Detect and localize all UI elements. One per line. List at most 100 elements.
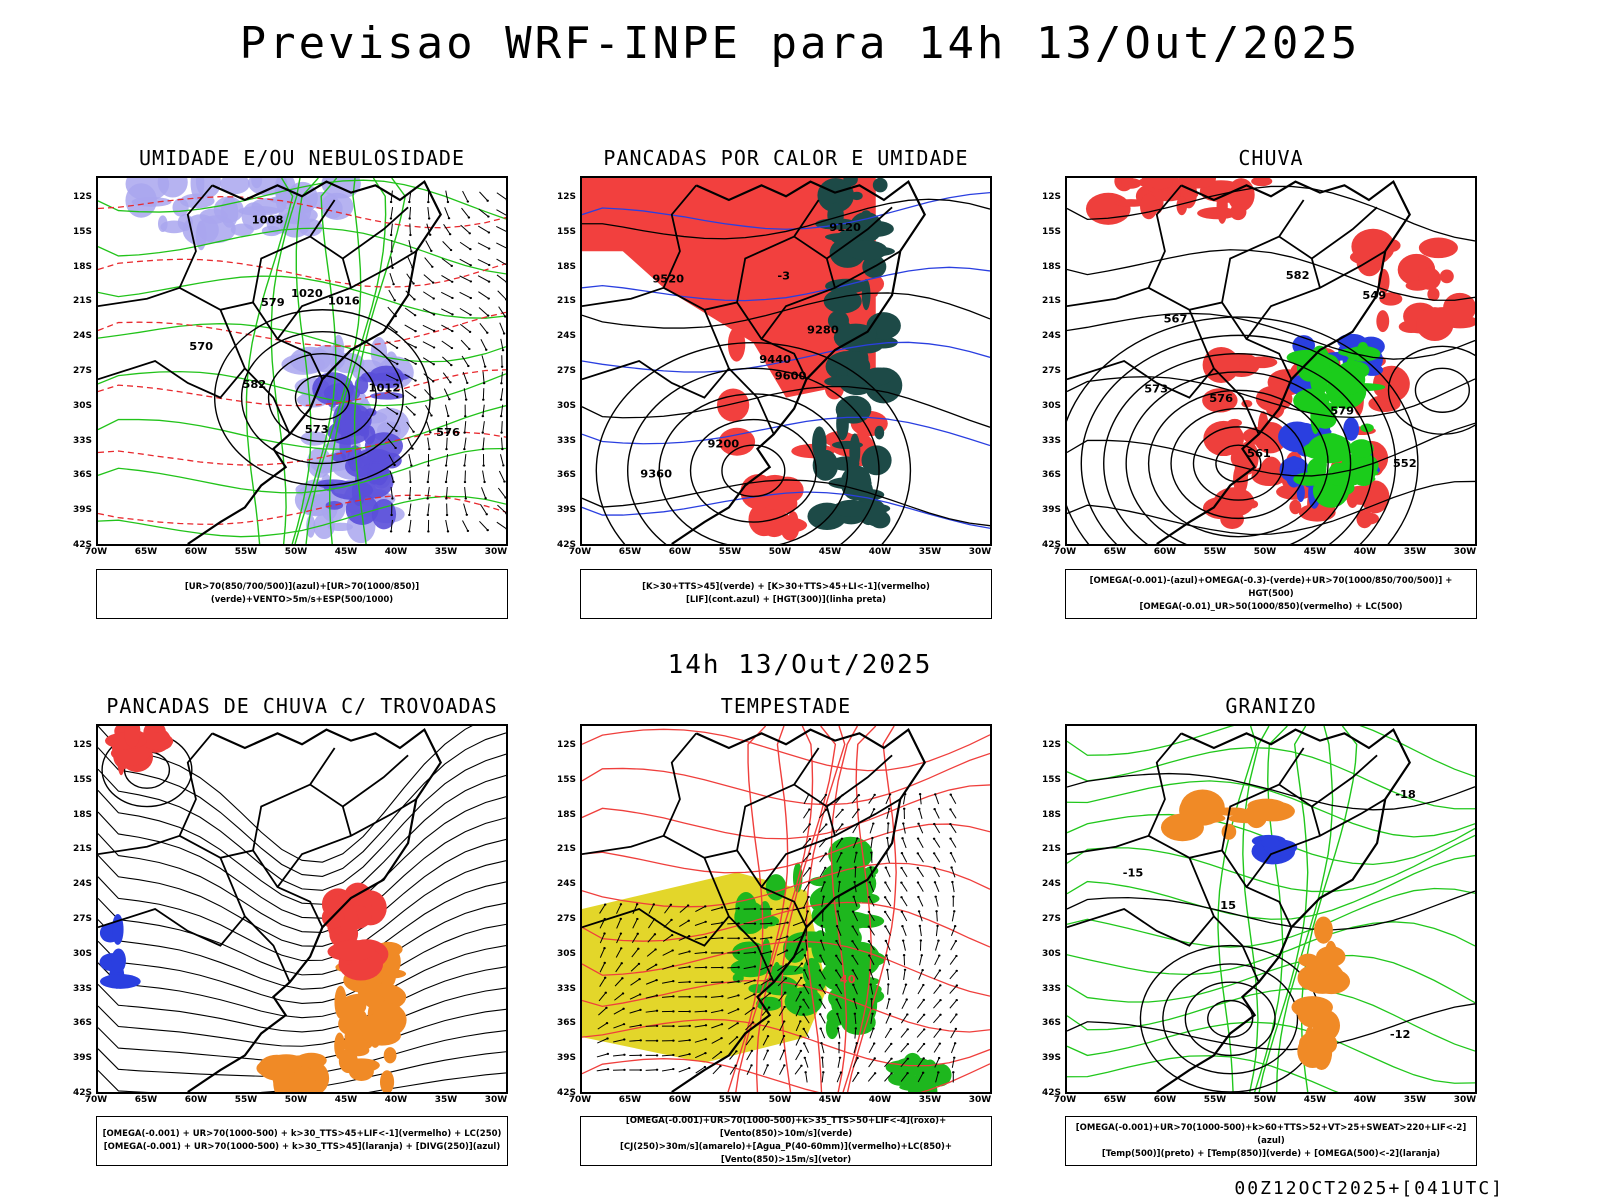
contour-label: 576 [1209, 392, 1233, 404]
lon-tick-label: 50W [284, 1095, 308, 1105]
lon-tick-label: 40W [868, 1095, 892, 1105]
lat-tick-label: 27S [72, 914, 92, 924]
lat-tick-label: 27S [1041, 366, 1061, 376]
lat-tick-label: 30S [72, 948, 92, 959]
map-pancadas-de-chuva-c-trovoadas [96, 724, 508, 1094]
lon-tick-label: 70W [84, 1095, 108, 1105]
panel-title: GRANIZO [1225, 694, 1317, 718]
lon-tick-label: 70W [84, 547, 108, 557]
lat-tick-label: 12S [72, 192, 92, 202]
contour-label: 582 [242, 379, 266, 391]
contour-label: -12 [1390, 1029, 1411, 1041]
lon-tick-label: 40W [384, 547, 408, 557]
panel-title: CHUVA [1238, 146, 1304, 170]
lat-tick-label: 12S [556, 740, 576, 750]
contour-label: 573 [305, 424, 329, 436]
lat-tick-label: 21S [1041, 844, 1061, 855]
lon-tick-label: 70W [568, 547, 592, 557]
contour-label: -15 [1123, 867, 1144, 879]
page-title: Previsao WRF-INPE para 14h 13/Out/2025 [239, 18, 1361, 69]
legend-line: [OMEGA(-0.001) + UR>70(1000-500) + k>30_… [103, 1142, 501, 1152]
map-chuva: 582 579 576 573 567 561 549 552 [1065, 176, 1477, 546]
lat-tick-label: 15S [1041, 226, 1061, 237]
lon-tick-label: 45W [818, 1095, 842, 1105]
lon-tick-label: 55W [718, 1095, 742, 1105]
lat-tick-label: 39S [72, 505, 92, 516]
lat-tick-label: 39S [556, 505, 576, 516]
lon-tick-label: 60W [184, 1095, 208, 1105]
lon-tick-label: 55W [234, 1095, 258, 1105]
lat-tick-label: 30S [72, 400, 92, 411]
lat-tick-label: 12S [72, 740, 92, 750]
legend-pancadas-de-chuva-c-trovoadas: [OMEGA(-0.001) + UR>70(1000-500) + k>30_… [96, 1116, 508, 1166]
legend-line: [OMEGA(-0.001)+UR>70(1000-500)+k>60+TTS>… [1075, 1122, 1467, 1146]
lat-tick-label: 18S [72, 809, 92, 820]
lat-tick-label: 21S [1041, 296, 1061, 307]
map-canvas: 582 579 576 573 567 561 549 552 [1067, 178, 1475, 544]
lon-tick-label: 30W [484, 1095, 508, 1105]
lon-tick-label: 30W [968, 1095, 992, 1105]
panel-title: PANCADAS POR CALOR E UMIDADE [603, 146, 969, 170]
panel-title: PANCADAS DE CHUVA C/ TROVOADAS [106, 694, 498, 718]
lat-tick-label: 42S [1041, 540, 1061, 550]
legend-line: [OMEGA(-0.001)-(azul)+OMEGA(-0.3)-(verde… [1089, 575, 1453, 599]
lat-tick-label: 27S [556, 914, 576, 924]
lon-tick-label: 40W [868, 547, 892, 557]
lat-tick-label: 33S [1041, 983, 1061, 994]
lon-tick-label: 45W [1303, 1095, 1327, 1105]
lat-tick-label: 15S [1041, 774, 1061, 785]
lon-tick-label: 65W [618, 1095, 642, 1105]
lon-tick-label: 40W [1353, 1095, 1377, 1105]
lat-tick-label: 21S [72, 296, 92, 307]
lon-tick-label: 35W [918, 1095, 942, 1105]
lon-tick-label: 65W [134, 1095, 158, 1105]
lat-tick-label: 42S [556, 1088, 576, 1098]
legend-umidade-e-ou-nebulosidade: [UR>70(850/700/500)](azul)+[UR>70(1000/8… [96, 569, 508, 619]
contour-label: 9200 [707, 438, 739, 450]
legend-line: [Temp(500)](preto) + [Temp(850)](verde) … [1101, 1148, 1441, 1159]
contour-label: 561 [1247, 448, 1271, 460]
lat-tick-label: 39S [1041, 505, 1061, 516]
lon-tick-label: 30W [1453, 547, 1477, 557]
lat-tick-label: 15S [556, 774, 576, 785]
lon-tick-label: 70W [568, 1095, 592, 1105]
lat-tick-label: 12S [556, 192, 576, 202]
lon-tick-label: 50W [768, 547, 792, 557]
lat-tick-label: 18S [1041, 809, 1061, 820]
legend-line: [UR>70(850/700/500)](azul)+[UR>70(1000/8… [184, 582, 420, 605]
lat-tick-label: 42S [1041, 1088, 1061, 1098]
lon-tick-label: 55W [234, 547, 258, 557]
lat-tick-label: 33S [1041, 435, 1061, 446]
contour-label: 1016 [328, 295, 360, 307]
lat-tick-label: 21S [556, 296, 576, 307]
lat-tick-label: 27S [556, 366, 576, 376]
contour-label: 567 [1164, 313, 1188, 325]
lat-tick-label: 18S [1041, 261, 1061, 272]
lat-tick-label: 33S [72, 983, 92, 994]
contour-label: -3 [777, 270, 790, 282]
lon-tick-label: 65W [134, 547, 158, 557]
lon-tick-label: 50W [284, 547, 308, 557]
lon-tick-label: 30W [1453, 1095, 1477, 1105]
lat-tick-label: 42S [72, 1088, 92, 1098]
lon-tick-label: 35W [434, 1095, 458, 1105]
legend-pancadas-por-calor-e-umidade: [K>30+TTS>45](verde) + [K>30+TTS>45+LI<-… [580, 569, 992, 619]
lon-tick-label: 35W [434, 547, 458, 557]
lat-tick-label: 30S [1041, 948, 1061, 959]
panel-title: UMIDADE E/OU NEBULOSIDADE [138, 146, 466, 170]
lon-tick-label: 50W [768, 1095, 792, 1105]
lon-tick-label: 30W [968, 547, 992, 557]
legend-line: [CJ(250)>30m/s](amarelo)+[Agua_P(40-60mm… [619, 1142, 953, 1165]
map-canvas: -12 -15 -18 15 [1067, 726, 1475, 1092]
contour-label: 9440 [759, 354, 791, 366]
lon-tick-label: 35W [1403, 547, 1427, 557]
lat-tick-label: 21S [72, 844, 92, 855]
lat-tick-label: 12S [1041, 740, 1061, 750]
lat-tick-label: 15S [556, 226, 576, 237]
lon-tick-label: 60W [184, 547, 208, 557]
lat-tick-label: 39S [556, 1053, 576, 1064]
lon-tick-label: 55W [1203, 1095, 1227, 1105]
legend-line: [OMEGA(-0.001)+UR>70(1000-500)+k>35_TTS>… [625, 1116, 947, 1139]
lat-tick-label: 12S [1041, 192, 1061, 202]
lon-tick-label: 45W [1303, 547, 1327, 557]
